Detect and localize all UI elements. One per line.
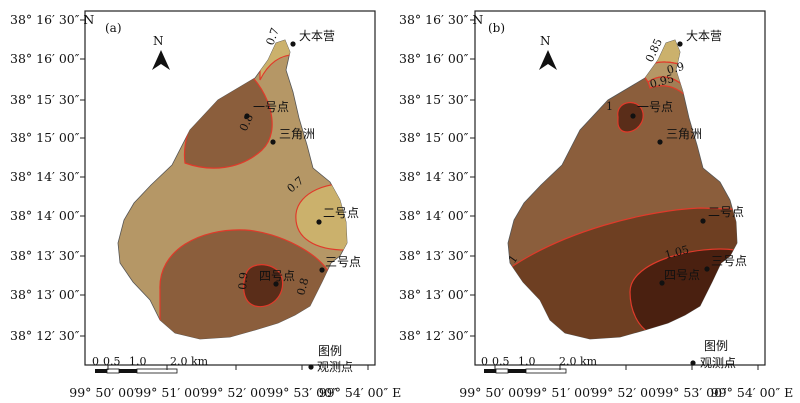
scale-label: 1.0	[518, 355, 536, 368]
lat-tick: 38° 16′ 00″	[10, 51, 80, 66]
lat-tick: 38° 12′ 30″	[399, 328, 469, 343]
lat-tick: 38° 15′ 30″	[10, 92, 80, 107]
point-sanjiaozhou	[657, 139, 663, 145]
tick-marks	[470, 19, 759, 370]
lat-tick: 38° 12′ 30″	[10, 328, 80, 343]
tick-marks	[80, 19, 369, 370]
lat-tick: 38° 13′ 00″	[10, 287, 80, 302]
lon-tick: 99° 50′ 00″	[69, 385, 139, 400]
contour-label: 1.05	[663, 243, 690, 262]
lon-tick: 99° 51′ 00″	[135, 385, 205, 400]
point-2	[700, 218, 706, 224]
north-label: N	[540, 34, 551, 48]
lat-tick: 38° 14′ 00″	[10, 208, 80, 223]
lat-tick: 38° 15′ 00″	[399, 130, 469, 145]
legend-title: 图例	[318, 344, 342, 358]
legend-point-icon	[690, 360, 696, 366]
point-label: 三号点	[711, 254, 747, 268]
lat-tick: 38° 13′ 30″	[10, 248, 80, 263]
legend-item: 观测点	[700, 356, 736, 370]
lon-tick: 99° 52′ 00″	[591, 385, 661, 400]
lon-tick: 99° 50′ 00″	[459, 385, 529, 400]
scale-label: 0.5	[103, 355, 121, 368]
point-2	[316, 219, 322, 225]
legend-title: 图例	[704, 339, 728, 353]
lon-tick: 99° 53′ 00″	[267, 385, 337, 400]
contour-label: 0.9	[665, 60, 685, 77]
lon-tick-labels: 99° 50′ 00″ 99° 51′ 00″ 99° 52′ 00″ 99° …	[459, 385, 793, 400]
lat-tick: 38° 16′ 30″ N	[10, 12, 94, 27]
point-label: 四号点	[259, 269, 295, 283]
panel-b: 0.85 0.9 0.95 1 1 1.05 大本营 一号点 三角洲 二号点 三…	[399, 10, 793, 400]
point-sanjiaozhou	[270, 139, 276, 145]
lon-tick: 99° 52′ 00″	[201, 385, 271, 400]
scale-label: 0	[92, 355, 99, 368]
lat-tick: 38° 14′ 30″	[10, 169, 80, 184]
point-label: 三角洲	[279, 127, 315, 141]
lat-tick-labels: 38° 16′ 30″ N 38° 16′ 00″ 38° 15′ 30″ 38…	[399, 12, 483, 343]
scale-label: 1.0	[129, 355, 147, 368]
observation-points: 大本营 一号点 三角洲 二号点 三号点 四号点	[630, 29, 747, 286]
point-3	[704, 266, 710, 272]
lat-tick: 38° 13′ 30″	[399, 248, 469, 263]
point-label: 大本营	[686, 29, 722, 43]
legend-point-icon	[308, 364, 314, 370]
lat-tick: 38° 13′ 00″	[399, 287, 469, 302]
lat-tick: 38° 15′ 00″	[10, 130, 80, 145]
panel-a: 0.7 0.8 0.7 0.9 0.8 大本营 一号点 三角洲 二号点 三号点 …	[10, 10, 401, 400]
contour-label: 0.7	[264, 26, 282, 47]
contour-loop-1	[617, 102, 644, 133]
scale-label: 0.5	[492, 355, 510, 368]
scale-bar: 0 0.5 1.0 2.0 km	[92, 355, 209, 374]
point-label: 一号点	[253, 100, 289, 114]
north-label: N	[153, 34, 164, 48]
contour-label: 1	[606, 100, 613, 113]
lon-tick: 99° 53′ 00″	[657, 385, 727, 400]
panel-label: (a)	[105, 21, 122, 35]
point-3	[319, 267, 325, 273]
north-arrow-icon: N	[539, 34, 557, 70]
point-label: 三号点	[325, 255, 361, 269]
point-1	[630, 113, 636, 119]
contour-region-4-core	[243, 264, 284, 308]
lat-tick: 38° 14′ 30″	[399, 169, 469, 184]
scale-label: 0	[481, 355, 488, 368]
lat-tick: 38° 14′ 00″	[399, 208, 469, 223]
scale-label: 2.0 km	[170, 355, 209, 368]
point-label: 三角洲	[666, 127, 702, 141]
point-label: 二号点	[708, 205, 744, 219]
point-4	[273, 281, 279, 287]
lat-tick: 38° 15′ 30″	[399, 92, 469, 107]
point-label: 一号点	[637, 100, 673, 114]
lon-tick-labels: 99° 50′ 00″ 99° 51′ 00″ 99° 52′ 00″ 99° …	[69, 385, 401, 400]
panel-label: (b)	[488, 21, 505, 35]
point-1	[244, 113, 250, 119]
lon-tick: 99° 54′ 00″ E	[319, 385, 402, 400]
scale-bar: 0 0.5 1.0 2.0 km	[481, 355, 598, 374]
point-4	[659, 280, 665, 286]
contour-label: 0.8	[294, 277, 311, 297]
lon-tick: 99° 51′ 00″	[525, 385, 595, 400]
north-arrow-icon: N	[152, 34, 170, 70]
contour-label: 0.9	[236, 272, 250, 291]
scale-label: 2.0 km	[559, 355, 598, 368]
point-dabenying	[290, 41, 296, 47]
point-label: 二号点	[323, 206, 359, 220]
lat-tick-labels: 38° 16′ 30″ N 38° 16′ 00″ 38° 15′ 30″ 38…	[10, 12, 94, 343]
point-dabenying	[677, 41, 683, 47]
lat-tick: 38° 16′ 30″ N	[399, 12, 483, 27]
contour-label: 0.95	[648, 72, 675, 91]
lon-tick: 99° 54′ 00″ E	[711, 385, 794, 400]
legend-item: 观测点	[317, 360, 353, 374]
lat-tick: 38° 16′ 00″	[399, 51, 469, 66]
point-label: 大本营	[299, 29, 335, 43]
observation-points: 大本营 一号点 三角洲 二号点 三号点 四号点	[244, 29, 361, 287]
point-label: 四号点	[664, 268, 700, 282]
